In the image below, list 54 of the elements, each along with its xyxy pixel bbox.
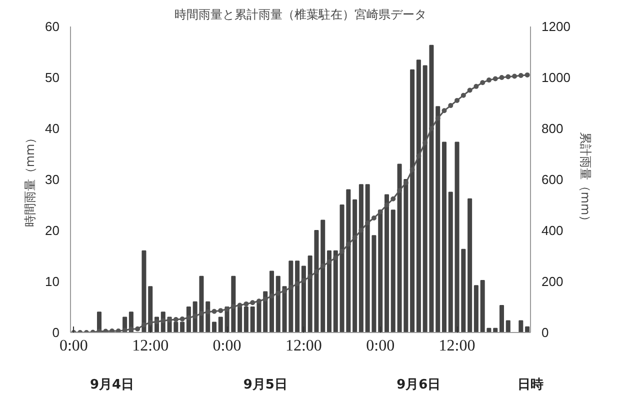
bar bbox=[390, 210, 396, 332]
x-tick-label: 12:00 bbox=[132, 338, 169, 354]
y2-tick-label: 200 bbox=[542, 274, 564, 289]
bar bbox=[326, 250, 332, 332]
bar bbox=[352, 199, 358, 332]
bar bbox=[493, 328, 498, 332]
bar bbox=[218, 316, 223, 332]
y-tick-label: 50 bbox=[45, 70, 60, 85]
y2-tick-label: 1000 bbox=[542, 70, 570, 85]
bar bbox=[436, 106, 440, 332]
text: 9月5日 bbox=[243, 378, 288, 392]
bar bbox=[212, 322, 217, 332]
y-tick-label: 30 bbox=[45, 172, 60, 187]
y2-tick-label: 600 bbox=[542, 172, 564, 187]
bar bbox=[416, 60, 421, 332]
y-tick-label: 40 bbox=[45, 121, 60, 136]
bar bbox=[295, 260, 300, 332]
text: 9月4日 bbox=[90, 378, 134, 392]
x-tick-label: 12:00 bbox=[285, 338, 322, 354]
chart-title: 時間雨量と累計雨量（椎葉駐在）宮崎県データ bbox=[174, 8, 426, 22]
y-tick-label: 0 bbox=[52, 325, 60, 340]
bar bbox=[410, 69, 415, 332]
bar bbox=[142, 250, 146, 332]
bar bbox=[276, 276, 280, 332]
bar bbox=[468, 198, 472, 332]
y2-tick-label: 400 bbox=[542, 223, 564, 238]
bar bbox=[301, 266, 306, 332]
x-tick-label: 0:00 bbox=[366, 338, 395, 354]
y-axis-title: 時間雨量（mm） bbox=[23, 132, 38, 228]
x-tick-label: 0:00 bbox=[212, 338, 242, 354]
bar bbox=[506, 320, 510, 332]
bar bbox=[333, 250, 338, 332]
y2-tick-label: 0 bbox=[542, 325, 549, 340]
y-tick-label: 10 bbox=[45, 274, 60, 289]
bar bbox=[474, 285, 478, 332]
bar bbox=[499, 304, 504, 332]
bar bbox=[518, 320, 524, 332]
x-axis-title: 日時 bbox=[518, 378, 544, 392]
x-tick-label: 12:00 bbox=[438, 338, 476, 354]
bar bbox=[378, 210, 383, 332]
y-tick-label: 60 bbox=[45, 19, 60, 34]
text: 9月6日 bbox=[396, 378, 441, 392]
bar bbox=[358, 184, 364, 332]
bar bbox=[320, 220, 326, 332]
bar bbox=[448, 192, 453, 332]
y2-tick-label: 1200 bbox=[542, 19, 570, 34]
y2-tick-label: 800 bbox=[542, 121, 564, 136]
y2-axis-title: 累計雨量（mm） bbox=[578, 132, 592, 228]
bar bbox=[525, 326, 530, 332]
bar bbox=[442, 142, 447, 332]
bar bbox=[384, 194, 390, 332]
x-tick-label: 0:00 bbox=[59, 338, 88, 354]
bar bbox=[269, 270, 274, 332]
y-tick-label: 20 bbox=[45, 223, 60, 238]
